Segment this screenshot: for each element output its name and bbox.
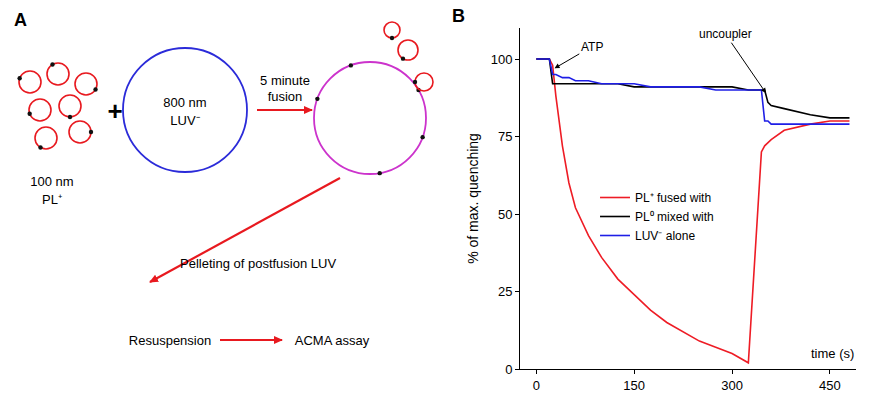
svg-text:LUV⁻ alone: LUV⁻ alone bbox=[635, 229, 695, 243]
svg-text:75: 75 bbox=[498, 129, 512, 144]
svg-text:time (s): time (s) bbox=[811, 346, 854, 361]
svg-text:PL⁺ fused with: PL⁺ fused with bbox=[635, 191, 711, 205]
svg-text:5 minute: 5 minute bbox=[260, 73, 310, 88]
svg-text:PL⁺: PL⁺ bbox=[42, 192, 62, 207]
svg-text:% of max. quenching: % of max. quenching bbox=[465, 133, 481, 264]
svg-text:LUV⁻: LUV⁻ bbox=[170, 113, 199, 128]
svg-text:300: 300 bbox=[721, 378, 743, 393]
svg-text:Pelleting of postfusion LUV: Pelleting of postfusion LUV bbox=[180, 256, 336, 271]
svg-text:100: 100 bbox=[491, 52, 513, 67]
svg-text:0: 0 bbox=[505, 362, 512, 377]
svg-text:800 nm: 800 nm bbox=[163, 95, 206, 110]
svg-text:+: + bbox=[107, 96, 122, 126]
svg-text:Resuspension: Resuspension bbox=[129, 333, 211, 348]
svg-text:0: 0 bbox=[533, 378, 540, 393]
svg-text:uncoupler: uncoupler bbox=[699, 27, 752, 41]
svg-text:ACMA assay: ACMA assay bbox=[295, 333, 370, 348]
svg-text:25: 25 bbox=[498, 284, 512, 299]
html-text:B: B bbox=[452, 6, 465, 26]
svg-text:100 nm: 100 nm bbox=[30, 174, 73, 189]
svg-text:PL⁰ mixed with: PL⁰ mixed with bbox=[635, 210, 714, 224]
svg-text:fusion: fusion bbox=[268, 89, 303, 104]
svg-text:50: 50 bbox=[498, 207, 512, 222]
svg-text:A: A bbox=[14, 10, 27, 30]
svg-text:ATP: ATP bbox=[581, 40, 603, 54]
svg-text:450: 450 bbox=[819, 378, 841, 393]
svg-text:150: 150 bbox=[623, 378, 645, 393]
